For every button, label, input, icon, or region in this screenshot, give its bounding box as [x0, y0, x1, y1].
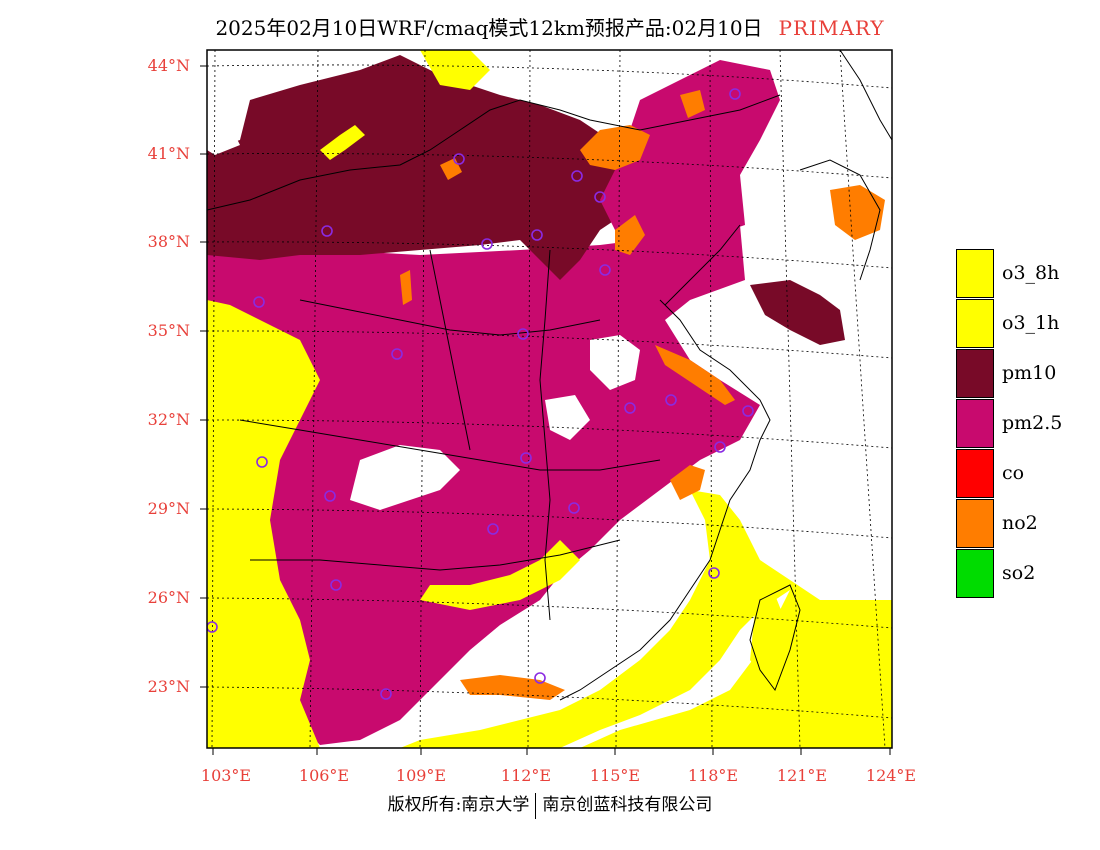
- lon-label-112: 112°E: [500, 766, 552, 785]
- copyright-footer: 版权所有:南京大学 南京创蓝科技有限公司: [0, 790, 1100, 819]
- copyright-right: 南京创蓝科技有限公司: [542, 795, 713, 815]
- o3-south-inland: [420, 540, 580, 610]
- legend-label: co: [1002, 462, 1025, 484]
- clean-sichuan: [350, 445, 460, 510]
- lon-label-121: 121°E: [776, 766, 828, 785]
- legend-label: pm2.5: [1002, 412, 1063, 434]
- legend-swatch: [956, 499, 994, 548]
- o3-inner-patch: [320, 125, 365, 160]
- o3-southeast: [400, 490, 892, 748]
- legend-swatch: [956, 399, 994, 448]
- title-main: 2025年02月10日WRF/cmaq模式12km预报产品:02月10日: [215, 16, 763, 40]
- lat-label-35: 35°N: [147, 321, 190, 340]
- no2-northeast: [680, 90, 705, 118]
- copyright-left: 版权所有:南京大学: [387, 795, 530, 815]
- o3-taiwan: [750, 595, 785, 680]
- legend-label: o3_8h: [1002, 262, 1060, 284]
- map-frame: [206, 49, 893, 749]
- clean-northwest2: [207, 125, 240, 155]
- lat-label-23: 23°N: [147, 677, 190, 696]
- title-tag: PRIMARY: [778, 16, 885, 40]
- lat-label-38: 38°N: [147, 232, 190, 251]
- no2-zhejiang: [670, 465, 705, 500]
- clean-central: [545, 395, 590, 440]
- no2-guangdong: [460, 675, 565, 700]
- map-title: 2025年02月10日WRF/cmaq模式12km预报产品:02月10日 PRIM…: [0, 12, 1100, 41]
- legend-label: pm10: [1002, 362, 1057, 384]
- lon-label-124: 124°E: [865, 766, 917, 785]
- clean-northeast-coast: [780, 50, 892, 300]
- pm25-northeast: [600, 60, 780, 250]
- legend-swatch: [956, 449, 994, 498]
- legend-label: o3_1h: [1002, 312, 1060, 334]
- pm10-sea: [750, 280, 845, 345]
- footer-separator: [535, 792, 537, 819]
- no2-hebei: [615, 215, 645, 255]
- lat-label-41: 41°N: [147, 144, 190, 163]
- no2-shanxi: [400, 270, 412, 305]
- legend-swatch: [956, 249, 994, 298]
- lon-label-115: 115°E: [589, 766, 641, 785]
- lat-label-29: 29°N: [147, 499, 190, 518]
- clean-northwest: [207, 50, 300, 95]
- lon-label-106: 106°E: [298, 766, 350, 785]
- boundaries: [207, 50, 892, 701]
- lon-label-118: 118°E: [687, 766, 739, 785]
- station-markers: [207, 88, 754, 700]
- pm10-north: [207, 55, 650, 280]
- legend-swatch: [956, 349, 994, 398]
- tick-marks: [200, 65, 891, 755]
- no2-liaoning: [830, 185, 885, 240]
- map-area: [207, 50, 892, 748]
- o3-west: [207, 300, 320, 748]
- legend-swatch: [956, 299, 994, 348]
- no2-beijing: [580, 125, 650, 170]
- o3-north-patch: [420, 50, 490, 90]
- legend-label: no2: [1002, 512, 1038, 534]
- lon-label-103: 103°E: [200, 766, 252, 785]
- legend-label: so2: [1002, 562, 1036, 584]
- clean-east: [590, 335, 640, 390]
- legend-swatch: [956, 549, 994, 598]
- graticule: [207, 50, 892, 748]
- lon-label-109: 109°E: [395, 766, 447, 785]
- lat-label-44: 44°N: [147, 56, 190, 75]
- lat-label-26: 26°N: [147, 588, 190, 607]
- lat-label-32: 32°N: [147, 410, 190, 429]
- no2-jiangsu: [655, 345, 735, 405]
